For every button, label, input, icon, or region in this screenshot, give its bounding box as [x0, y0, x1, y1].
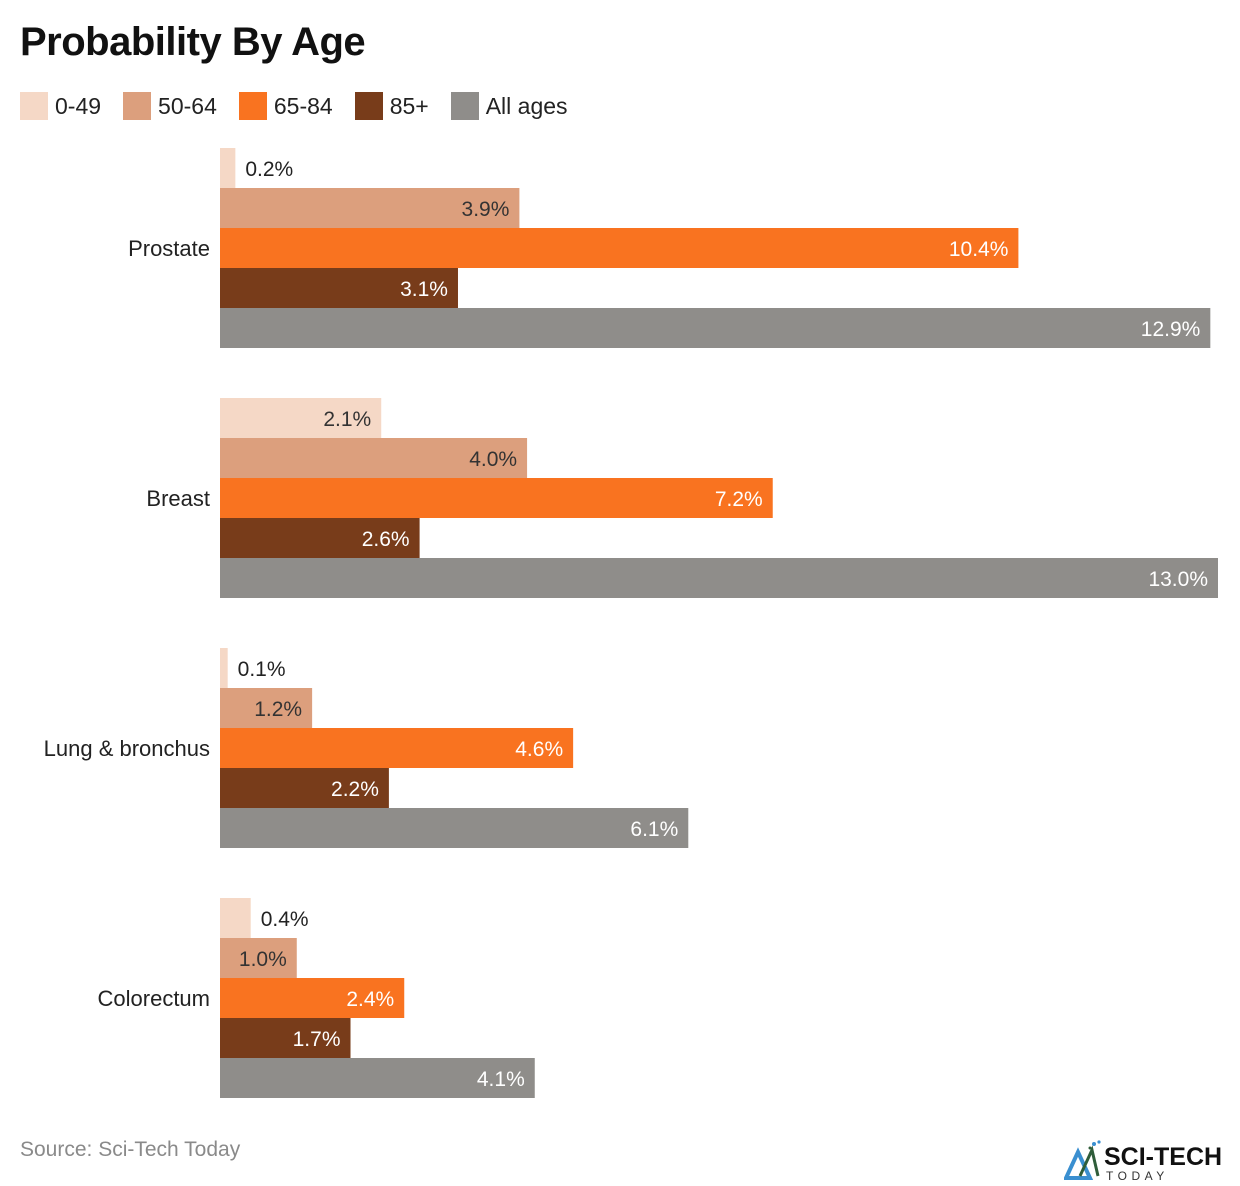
- legend-label: 65-84: [273, 92, 333, 119]
- bar: [220, 188, 520, 228]
- bar: [220, 648, 228, 688]
- legend-swatch: [450, 92, 479, 120]
- chart-title: Probability By Age: [20, 20, 366, 64]
- data-label: 3.1%: [400, 278, 448, 301]
- legend-label: 0-49: [55, 92, 102, 119]
- bar: [220, 438, 528, 478]
- bar: [220, 688, 313, 728]
- data-label: 2.6%: [362, 528, 410, 551]
- bar: [220, 398, 382, 438]
- bar: [220, 308, 1211, 348]
- bar: [220, 148, 236, 188]
- data-label: 13.0%: [1148, 568, 1208, 591]
- legend-swatch: [20, 92, 48, 120]
- bar: [220, 808, 689, 848]
- legend-item: All ages: [450, 92, 568, 120]
- data-label: 4.1%: [477, 1068, 525, 1091]
- bar: [220, 728, 574, 768]
- data-label: 1.2%: [254, 698, 302, 721]
- data-label: 0.4%: [261, 908, 309, 931]
- legend: 0-49 50-64 65-84 85+ All ages: [20, 92, 590, 120]
- source-note: Source: Sci-Tech Today: [20, 1138, 241, 1161]
- category-label: Breast: [146, 486, 210, 511]
- data-label: 0.1%: [238, 658, 286, 681]
- data-label: 2.2%: [331, 778, 379, 801]
- category-label: Colorectum: [98, 986, 210, 1011]
- legend-swatch: [354, 92, 383, 120]
- logo-subtext: TODAY: [1106, 1169, 1169, 1183]
- bar: [220, 518, 420, 558]
- data-label: 6.1%: [630, 818, 678, 841]
- bar: [220, 268, 458, 308]
- legend-item: 50-64: [123, 92, 217, 120]
- bar: [220, 558, 1218, 598]
- data-label: 4.6%: [515, 738, 563, 761]
- bar: [220, 1058, 535, 1098]
- legend-label: 85+: [389, 92, 429, 119]
- bar: [220, 978, 405, 1018]
- data-label: 0.2%: [245, 158, 293, 181]
- bar: [220, 768, 389, 808]
- bar: [220, 938, 297, 978]
- bar: [220, 898, 251, 938]
- legend-label: All ages: [485, 92, 568, 119]
- data-label: 12.9%: [1141, 318, 1201, 341]
- data-label: 1.7%: [293, 1028, 341, 1051]
- data-label: 2.1%: [323, 408, 371, 431]
- legend-swatch: [238, 92, 267, 120]
- bar: [220, 228, 1019, 268]
- data-label: 7.2%: [715, 488, 763, 511]
- data-label: 3.9%: [462, 198, 510, 221]
- data-label: 2.4%: [346, 988, 394, 1011]
- logo-text: SCI-TECH: [1104, 1143, 1222, 1171]
- legend-swatch: [123, 92, 152, 120]
- data-label: 10.4%: [949, 238, 1009, 261]
- bar: [220, 1018, 351, 1058]
- bar: [220, 478, 773, 518]
- category-label: Prostate: [128, 236, 210, 261]
- sci-tech-today-logo: SCI-TECH TODAY: [1064, 1140, 1222, 1183]
- legend-item: 85+: [354, 92, 429, 120]
- data-label: 4.0%: [469, 448, 517, 471]
- bar-chart: Prostate 0.2% 3.9% 10.4% 3.1% 12.9% Breast 2.1%…: [44, 148, 1218, 1098]
- data-label: 1.0%: [239, 948, 287, 971]
- legend-label: 50-64: [158, 92, 217, 119]
- category-label: Lung & bronchus: [44, 736, 210, 761]
- legend-item: 65-84: [238, 92, 333, 120]
- legend-item: 0-49: [20, 92, 101, 120]
